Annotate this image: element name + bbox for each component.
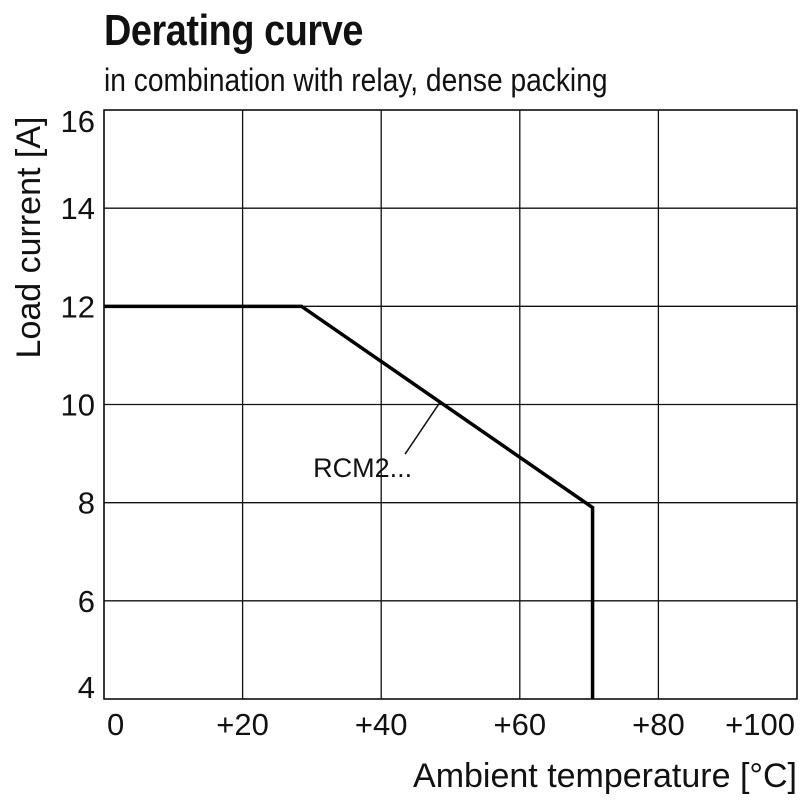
x-tick-label: +100 bbox=[725, 707, 795, 742]
y-axis-label: Load current [A] bbox=[10, 117, 48, 359]
plot-frame bbox=[103, 109, 798, 700]
y-tick-label: 16 bbox=[61, 104, 95, 139]
annotation-leader-line bbox=[404, 401, 441, 455]
chart-title: Derating curve bbox=[104, 6, 363, 55]
grid-lines bbox=[103, 109, 798, 700]
x-axis-label: Ambient temperature [°C] bbox=[413, 757, 797, 795]
x-tick-label: +20 bbox=[216, 707, 269, 742]
y-tick-label: 6 bbox=[78, 584, 95, 619]
y-tick-label: 8 bbox=[78, 486, 95, 521]
annotation-rcm2: RCM2... bbox=[313, 453, 412, 483]
x-tick-label: +60 bbox=[494, 707, 547, 742]
y-tick-label: 14 bbox=[61, 191, 95, 226]
x-tick-label: +80 bbox=[632, 707, 685, 742]
y-tick-label: 12 bbox=[61, 289, 95, 324]
y-tick-label: 4 bbox=[78, 670, 95, 705]
series-line-rcm2 bbox=[104, 304, 595, 699]
y-tick-labels: 4 6 8 10 12 14 16 bbox=[61, 104, 95, 705]
x-tick-label: 0 bbox=[107, 707, 124, 742]
y-tick-label: 10 bbox=[61, 388, 95, 423]
chart-subtitle: in combination with relay, dense packing bbox=[104, 62, 608, 98]
x-tick-labels: 0 +20 +40 +60 +80 +100 bbox=[107, 707, 795, 742]
x-tick-label: +40 bbox=[355, 707, 408, 742]
